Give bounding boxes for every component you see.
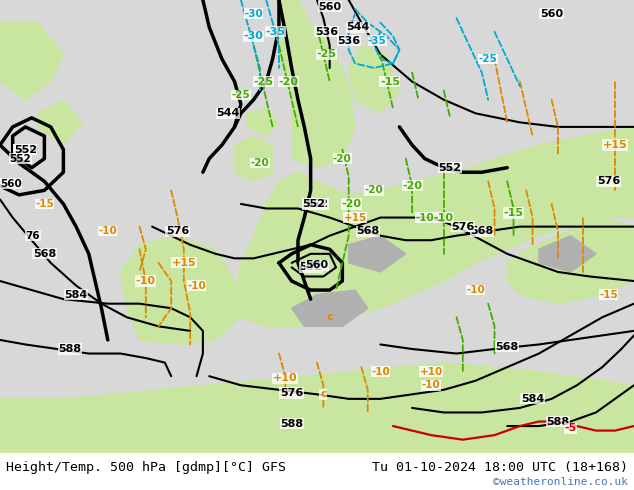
Text: 552: 552 [439,163,462,172]
Text: c: c [327,312,333,322]
Text: -20: -20 [250,158,269,168]
Text: 588: 588 [547,416,569,426]
Text: 576: 576 [280,388,303,398]
Text: 588: 588 [280,419,303,429]
Text: 76: 76 [25,231,40,241]
Text: +15: +15 [344,213,366,222]
Text: 568: 568 [470,226,493,236]
Text: -30: -30 [244,9,263,19]
Text: -10: -10 [422,380,441,390]
Polygon shape [235,127,634,326]
Text: 560: 560 [318,2,341,12]
Text: 560: 560 [540,9,563,19]
Text: 560: 560 [14,145,37,154]
Text: 552: 552 [10,154,31,164]
Text: -35: -35 [266,27,286,37]
Text: ©weatheronline.co.uk: ©weatheronline.co.uk [493,477,628,487]
Text: 576: 576 [166,226,189,236]
Polygon shape [247,109,279,136]
Text: +15: +15 [603,140,627,150]
Text: -20: -20 [402,181,422,191]
Text: -10: -10 [187,281,206,291]
Polygon shape [0,23,63,99]
Polygon shape [292,290,368,326]
Text: -25: -25 [231,90,250,100]
Text: 552: 552 [302,199,325,209]
Text: -15: -15 [35,199,54,209]
Text: 552: 552 [299,263,322,272]
Text: 544: 544 [217,108,240,118]
Text: -15: -15 [599,290,618,299]
Text: Tu 01-10-2024 18:00 UTC (18+168): Tu 01-10-2024 18:00 UTC (18+168) [372,461,628,474]
Polygon shape [349,46,399,113]
Polygon shape [0,363,634,453]
Text: +10: +10 [273,373,297,384]
Text: 536: 536 [315,27,338,37]
Text: -10: -10 [466,285,485,295]
Text: -15: -15 [380,76,400,87]
Text: 552: 552 [14,145,37,154]
Polygon shape [120,236,241,344]
Text: +10: +10 [420,367,443,377]
Text: 568: 568 [33,249,56,259]
Polygon shape [539,236,596,272]
Text: 568: 568 [356,226,379,236]
Text: 560: 560 [306,260,328,270]
Text: 536: 536 [337,36,360,46]
Text: -20: -20 [333,154,352,164]
Text: -15: -15 [503,208,524,218]
Text: 584: 584 [521,394,544,404]
Text: 576: 576 [597,176,620,186]
Text: -20: -20 [278,76,299,87]
Text: c: c [320,390,327,399]
Text: -10: -10 [434,213,454,222]
Text: -5: -5 [564,423,577,433]
Text: -20: -20 [365,185,384,196]
Polygon shape [38,99,82,145]
Polygon shape [89,421,108,428]
Polygon shape [349,236,406,272]
Text: -20: -20 [342,199,362,209]
Polygon shape [279,0,355,168]
Text: -10: -10 [415,213,434,222]
Text: 560: 560 [0,178,22,189]
Text: 584: 584 [65,290,87,299]
Text: 588: 588 [58,344,81,354]
Text: -10: -10 [136,276,156,286]
Text: -25: -25 [479,54,498,64]
Text: -30: -30 [243,31,264,41]
Text: -10: -10 [98,226,117,236]
Text: 544: 544 [347,22,370,32]
Polygon shape [235,136,273,181]
Text: -25: -25 [253,76,273,87]
Text: +15: +15 [172,258,196,268]
Text: -25: -25 [316,49,337,59]
Text: -35: -35 [368,36,387,46]
Text: 552: 552 [306,199,328,209]
Polygon shape [507,218,634,304]
Text: -10: -10 [371,367,390,377]
Text: 568: 568 [496,342,519,352]
Text: Height/Temp. 500 hPa [gdmp][°C] GFS: Height/Temp. 500 hPa [gdmp][°C] GFS [6,461,287,474]
Text: 576: 576 [451,221,474,232]
